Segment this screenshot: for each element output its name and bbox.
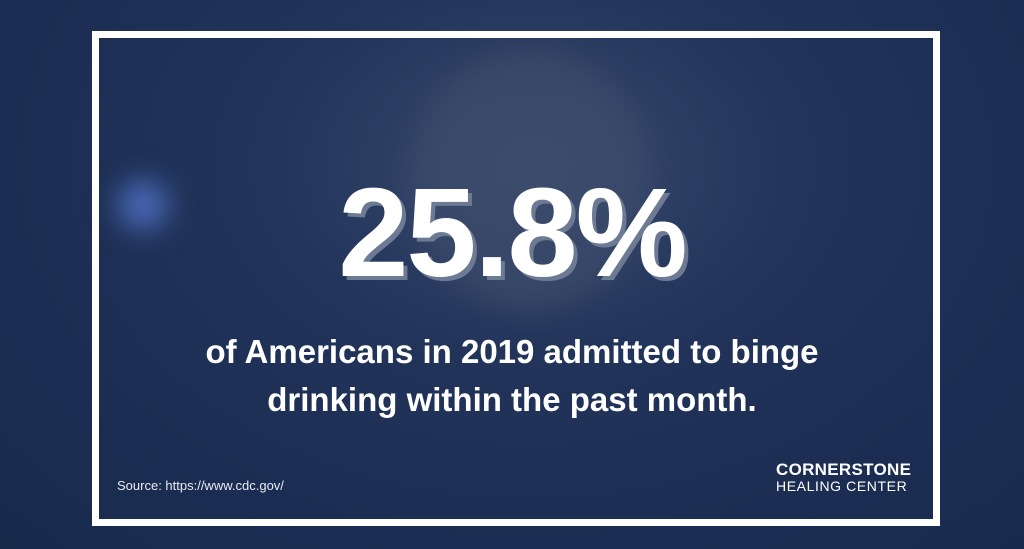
logo-name: CORNERSTONE <box>776 460 912 479</box>
background-light <box>118 180 168 230</box>
caption-line: drinking within the past month. <box>267 381 757 418</box>
source: Source: https://www.cdc.gov/ <box>117 478 284 493</box>
background-glass <box>410 50 650 310</box>
logo: CORNERSTONE HEALING CENTER <box>776 460 912 494</box>
caption-line: of Americans in 2019 admitted to binge <box>205 333 819 370</box>
frame <box>92 31 940 526</box>
logo-subtitle: HEALING CENTER <box>776 478 908 494</box>
caption: of Americans in 2019 admitted to binge d… <box>0 328 1024 424</box>
headline-stat: 25.8% <box>338 162 687 303</box>
